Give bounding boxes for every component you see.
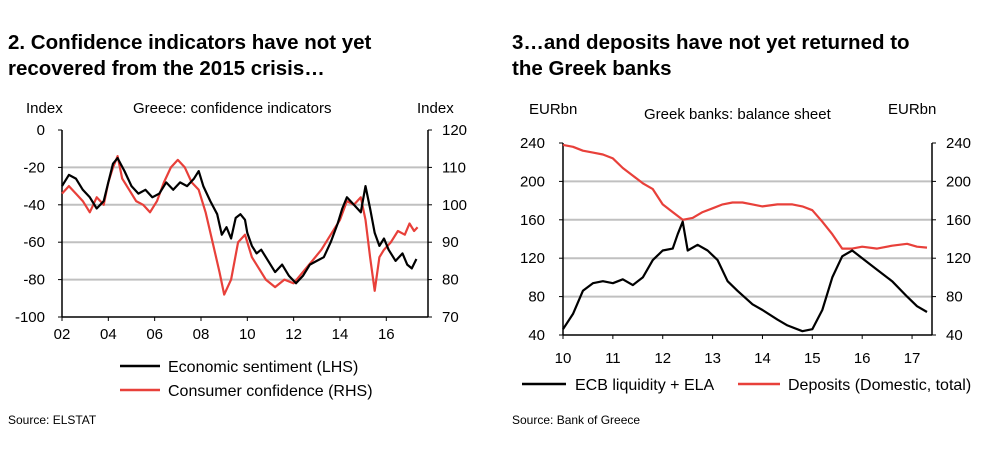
right-chart-ytick-right: 160 xyxy=(946,212,971,229)
right-chart-ytick-left: 240 xyxy=(520,135,545,152)
right-chart-subtitle: Greek banks: balance sheet xyxy=(644,106,832,123)
left-chart-ytick-left: -100 xyxy=(15,309,45,326)
left-chart-xtick: 02 xyxy=(54,326,71,343)
left-chart-ytick-right: 120 xyxy=(442,122,467,139)
left-chart-ytick-right: 80 xyxy=(442,272,459,289)
left-chart-ylabel-left: Index xyxy=(26,100,63,117)
left-chart-xtick: 08 xyxy=(193,326,210,343)
right-chart-ytick-left: 40 xyxy=(528,327,545,344)
left-chart-title-line1: 2. Confidence indicators have not yet xyxy=(8,31,372,54)
left-chart-ytick-right: 110 xyxy=(442,159,466,176)
left-chart-ytick-left: -20 xyxy=(23,159,45,176)
ecb-liquidity-line xyxy=(562,220,928,333)
legend-consumer-confidence-label: Consumer confidence (RHS) xyxy=(168,383,373,400)
left-chart-xtick: 14 xyxy=(332,326,349,343)
right-source: Source: Bank of Greece xyxy=(512,413,641,427)
right-chart-xtick: 12 xyxy=(654,350,671,367)
left-chart-xtick: 16 xyxy=(378,326,395,343)
right-chart-xtick: 15 xyxy=(804,350,821,367)
right-chart-ytick-right: 200 xyxy=(946,173,971,190)
left-chart-ytick-left: -40 xyxy=(23,197,45,214)
right-chart-title: 3…and deposits have not yet returned to … xyxy=(512,30,910,82)
right-chart-ytick-left: 200 xyxy=(520,173,545,190)
right-chart-xtick: 14 xyxy=(754,350,771,367)
right-chart-ytick-right: 40 xyxy=(946,327,963,344)
deposits-line xyxy=(562,143,928,250)
left-chart-title-line2: recovered from the 2015 crisis… xyxy=(8,57,325,80)
right-chart-ytick-right: 80 xyxy=(946,289,963,306)
left-chart-ytick-right: 90 xyxy=(442,234,459,251)
right-chart-ytick-left: 160 xyxy=(520,212,545,229)
right-chart-ytick-left: 120 xyxy=(520,250,545,267)
left-chart-xtick: 04 xyxy=(100,326,117,343)
economic-sentiment-line xyxy=(61,157,418,285)
right-chart-ylabel-right: EURbn xyxy=(888,101,936,118)
left-chart-ytick-right: 100 xyxy=(442,197,467,214)
left-chart-ytick-left: -80 xyxy=(23,272,45,289)
right-chart-ytick-right: 120 xyxy=(946,250,971,267)
right-chart-xtick: 13 xyxy=(704,350,721,367)
right-chart-ytick-right: 240 xyxy=(946,135,971,152)
right-chart-xtick: 17 xyxy=(904,350,921,367)
right-chart-title-line2: the Greek banks xyxy=(512,57,672,80)
right-chart-ylabel-left: EURbn xyxy=(529,101,577,118)
left-chart-xtick: 06 xyxy=(146,326,163,343)
left-chart-title: 2. Confidence indicators have not yet re… xyxy=(8,30,371,82)
right-chart-xtick: 10 xyxy=(555,350,572,367)
left-chart-xtick: 10 xyxy=(239,326,256,343)
right-chart-title-line1: 3…and deposits have not yet returned to xyxy=(512,31,910,54)
consumer-confidence-line xyxy=(61,155,419,296)
right-chart-xtick: 16 xyxy=(854,350,871,367)
left-chart-ytick-left: 0 xyxy=(37,122,45,139)
left-chart-xtick: 12 xyxy=(285,326,302,343)
left-chart-ytick-right: 70 xyxy=(442,309,459,326)
left-chart-ylabel-right: Index xyxy=(417,100,454,117)
left-chart-subtitle: Greece: confidence indicators xyxy=(133,100,331,117)
left-source: Source: ELSTAT xyxy=(8,413,97,427)
legend-deposits-label: Deposits (Domestic, total) xyxy=(788,377,971,394)
legend-ecb-liquidity-label: ECB liquidity + ELA xyxy=(575,377,715,394)
right-chart-ytick-left: 80 xyxy=(528,289,545,306)
right-chart-xtick: 11 xyxy=(605,350,621,367)
left-chart-ytick-left: -60 xyxy=(23,234,45,251)
legend-economic-sentiment-label: Economic sentiment (LHS) xyxy=(168,359,358,376)
